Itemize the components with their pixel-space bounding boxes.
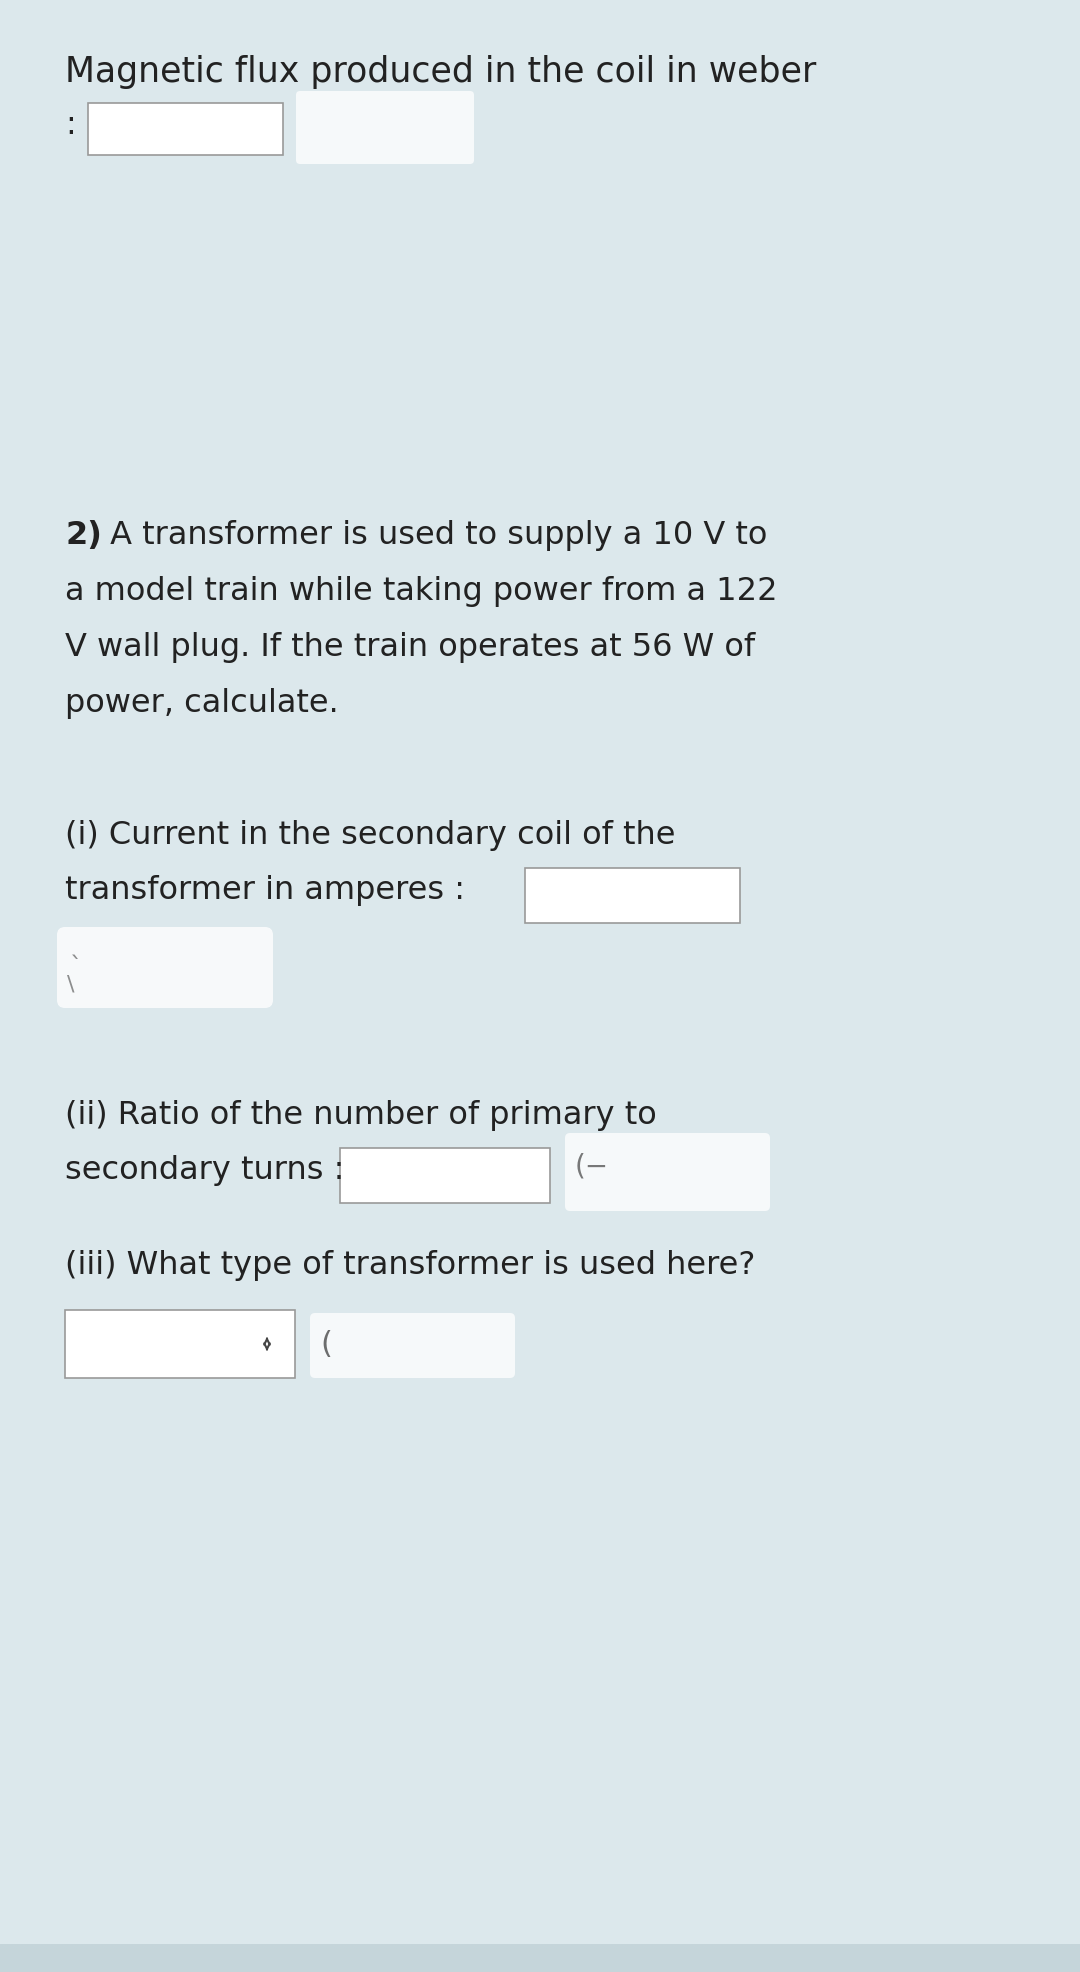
Bar: [65, 1309, 295, 1378]
Text: V wall plug. If the train operates at 56 W of: V wall plug. If the train operates at 56…: [65, 631, 755, 663]
Bar: [0, 1944, 1080, 1972]
Text: secondary turns :: secondary turns :: [65, 1156, 345, 1185]
Text: (−: (−: [575, 1154, 609, 1181]
FancyBboxPatch shape: [565, 1134, 770, 1211]
Text: (: (: [320, 1329, 332, 1359]
Text: \: \: [67, 974, 75, 996]
Text: a model train while taking power from a 122: a model train while taking power from a …: [65, 576, 778, 607]
Text: 2): 2): [65, 521, 102, 550]
FancyBboxPatch shape: [57, 927, 273, 1008]
FancyBboxPatch shape: [310, 1313, 515, 1378]
Text: A transformer is used to supply a 10 V to: A transformer is used to supply a 10 V t…: [100, 521, 768, 550]
Text: transformer in amperes :: transformer in amperes :: [65, 876, 465, 905]
Bar: [87, 103, 283, 156]
Text: (ii) Ratio of the number of primary to: (ii) Ratio of the number of primary to: [65, 1100, 657, 1132]
Text: Magnetic flux produced in the coil in weber: Magnetic flux produced in the coil in we…: [65, 55, 816, 89]
Bar: [525, 868, 740, 923]
Text: (iii) What type of transformer is used here?: (iii) What type of transformer is used h…: [65, 1250, 755, 1282]
Text: power, calculate.: power, calculate.: [65, 688, 339, 720]
Text: (i) Current in the secondary coil of the: (i) Current in the secondary coil of the: [65, 820, 675, 852]
Text: `: `: [70, 954, 82, 978]
Bar: [340, 1148, 550, 1203]
FancyBboxPatch shape: [296, 91, 474, 164]
Text: :: :: [65, 110, 76, 142]
